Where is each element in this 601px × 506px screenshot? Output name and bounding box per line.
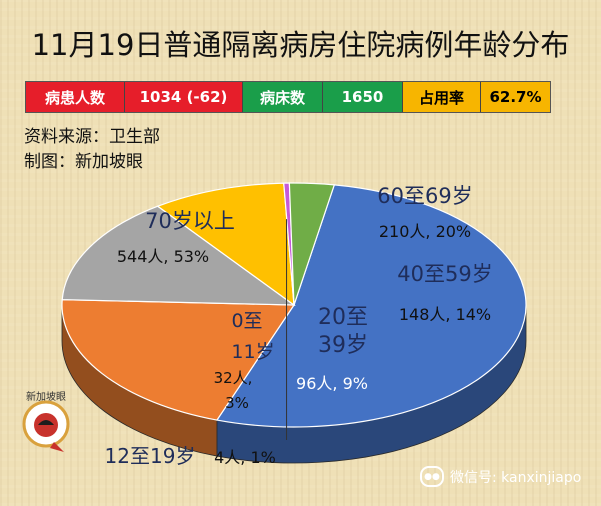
stats-bar: 病患人数 1034 (-62) 病床数 1650 占用率 62.7%	[25, 81, 551, 113]
logo-text: 新加坡眼	[26, 390, 66, 403]
wechat-icon: ●●	[420, 466, 444, 487]
beds-value: 1650	[323, 82, 403, 112]
pie-slice-5	[288, 182, 336, 306]
patients-value: 1034 (-62)	[125, 82, 243, 112]
logo-icon: 新加坡眼	[22, 390, 70, 452]
slice-name-1: 60至69岁	[377, 184, 472, 208]
chart-title: 11月19日普通隔离病房住院病例年龄分布	[31, 28, 570, 62]
slice-value-0: 544人, 53%	[117, 247, 209, 266]
slice-name-3: 20至	[318, 305, 368, 330]
occupancy-label: 占用率	[403, 82, 481, 112]
chart-credit: 制图：新加坡眼	[24, 152, 143, 172]
slice-name-5: 0至	[231, 310, 262, 332]
wechat-id: 微信号: kanxinjiapo	[450, 469, 582, 486]
occupancy-value: 62.7%	[481, 82, 550, 112]
slice-value-1: 210人, 20%	[379, 222, 471, 241]
brand-logo: 新加坡眼	[14, 388, 78, 458]
slice-value-4: 4人, 1%	[214, 448, 276, 467]
pie-slice-2	[61, 205, 296, 306]
slice-name-4: 12至19岁	[105, 444, 196, 468]
pie-slice-3	[156, 182, 295, 307]
slice-name-5-b: 11岁	[231, 341, 274, 363]
slice-name-0: 70岁以上	[145, 209, 235, 233]
slice-name-3-b: 39岁	[318, 333, 368, 358]
slice-value-5-b: 3%	[225, 394, 249, 412]
wechat-watermark: ●● 微信号: kanxinjiapo	[420, 466, 581, 487]
slice-value-2: 148人, 14%	[399, 305, 491, 324]
slice-value-5: 32人,	[214, 369, 253, 387]
pie-slice-1	[61, 299, 296, 421]
slice-name-2: 40至59岁	[397, 262, 492, 286]
pie-slice-0	[215, 184, 527, 428]
data-source: 资料来源：卫生部	[24, 127, 160, 147]
slice-value-3: 96人, 9%	[296, 374, 368, 393]
patients-label: 病患人数	[26, 82, 125, 112]
beds-label: 病床数	[243, 82, 323, 112]
